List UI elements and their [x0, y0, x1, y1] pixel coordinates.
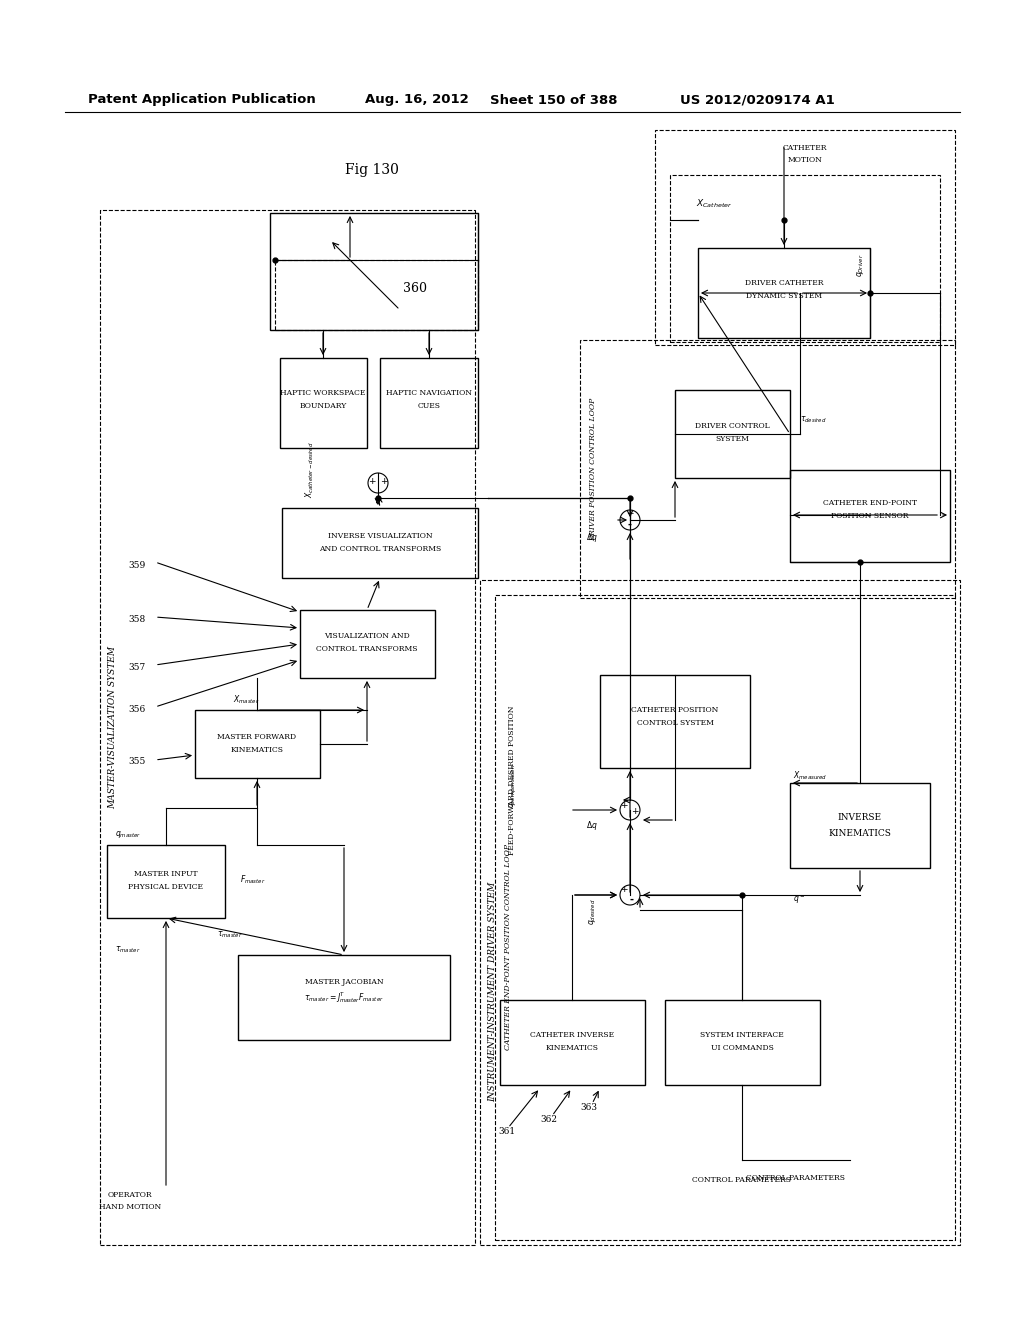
- Text: POSITION SENSOR: POSITION SENSOR: [831, 512, 908, 520]
- Text: Aug. 16, 2012: Aug. 16, 2012: [365, 94, 469, 107]
- Text: CATHETER INVERSE: CATHETER INVERSE: [530, 1031, 614, 1039]
- Text: CONTROL PARAMETERS: CONTROL PARAMETERS: [692, 1176, 792, 1184]
- Text: DRIVER CATHETER: DRIVER CATHETER: [744, 279, 823, 286]
- Text: AND CONTROL TRANSFORMS: AND CONTROL TRANSFORMS: [318, 545, 441, 553]
- Bar: [600, 675, 750, 768]
- Text: $\tau_{master}$: $\tau_{master}$: [217, 929, 243, 940]
- Bar: [238, 954, 450, 1040]
- Bar: [106, 845, 225, 917]
- Text: HAPTIC WORKSPACE: HAPTIC WORKSPACE: [281, 389, 366, 397]
- Text: Patent Application Publication: Patent Application Publication: [88, 94, 315, 107]
- Bar: [270, 213, 478, 330]
- Text: CUES: CUES: [418, 403, 440, 411]
- Text: KINEMATICS: KINEMATICS: [828, 829, 892, 837]
- Text: $q_{compensation}$: $q_{compensation}$: [508, 764, 519, 808]
- Text: $\tau_{desired}$: $\tau_{desired}$: [800, 414, 826, 425]
- Text: $X_{Catheter}$: $X_{Catheter}$: [696, 198, 732, 210]
- Text: +: +: [369, 477, 376, 486]
- Text: 356: 356: [128, 705, 145, 714]
- Text: HAPTIC NAVIGATION: HAPTIC NAVIGATION: [386, 389, 472, 397]
- Text: $q_{master}$: $q_{master}$: [115, 829, 141, 841]
- Bar: [500, 1001, 645, 1085]
- Text: SYSTEM INTERFACE: SYSTEM INTERFACE: [700, 1031, 784, 1039]
- Text: MOTION: MOTION: [787, 156, 822, 164]
- Text: MASTER INPUT: MASTER INPUT: [134, 870, 198, 878]
- Text: Sheet 150 of 388: Sheet 150 of 388: [490, 94, 617, 107]
- Text: UI COMMANDS: UI COMMANDS: [711, 1044, 773, 1052]
- Bar: [280, 358, 367, 447]
- Bar: [300, 610, 435, 678]
- Text: 360: 360: [403, 281, 427, 294]
- Text: 358: 358: [128, 615, 145, 624]
- Text: 362: 362: [540, 1115, 557, 1125]
- Bar: [275, 260, 478, 330]
- Text: INVERSE: INVERSE: [838, 813, 882, 822]
- Text: $\Delta q$: $\Delta q$: [586, 531, 598, 544]
- Text: SYSTEM: SYSTEM: [715, 436, 749, 444]
- Text: DRIVER CONTROL: DRIVER CONTROL: [694, 422, 769, 430]
- Bar: [698, 248, 870, 338]
- Bar: [195, 710, 319, 777]
- Text: DYNAMIC SYSTEM: DYNAMIC SYSTEM: [745, 292, 822, 300]
- Text: MASTER JACOBIAN: MASTER JACOBIAN: [305, 978, 383, 986]
- Text: Fig 130: Fig 130: [345, 162, 399, 177]
- Text: +: +: [627, 510, 634, 519]
- Bar: [655, 129, 955, 345]
- Text: CATHETER: CATHETER: [782, 144, 827, 152]
- Text: $\Delta q$: $\Delta q$: [586, 818, 598, 832]
- Text: $q_{desired}$: $q_{desired}$: [587, 899, 598, 925]
- Text: CATHETER POSITION: CATHETER POSITION: [632, 706, 719, 714]
- Text: $F_{master}$: $F_{master}$: [240, 874, 265, 886]
- Text: CONTROL TRANSFORMS: CONTROL TRANSFORMS: [316, 645, 418, 653]
- Bar: [480, 579, 961, 1245]
- Text: $X_{catheter-desired}$: $X_{catheter-desired}$: [303, 441, 315, 498]
- Text: $X_{master}$: $X_{master}$: [233, 694, 260, 706]
- Text: KINEMATICS: KINEMATICS: [546, 1044, 598, 1052]
- Text: CONTROL SYSTEM: CONTROL SYSTEM: [637, 719, 714, 727]
- Text: CONTROL PARAMETERS: CONTROL PARAMETERS: [745, 1173, 845, 1181]
- Text: $q^-$: $q^-$: [793, 894, 805, 906]
- Bar: [790, 470, 950, 562]
- Text: VISUALIZATION AND: VISUALIZATION AND: [325, 632, 410, 640]
- Text: -: -: [629, 895, 633, 906]
- Text: 355: 355: [128, 758, 145, 767]
- Text: 363: 363: [580, 1104, 597, 1113]
- Bar: [580, 341, 955, 598]
- Text: -: -: [627, 520, 631, 531]
- Bar: [790, 783, 930, 869]
- Text: $q_{Driver}$: $q_{Driver}$: [854, 253, 865, 277]
- Text: MASTER FORWARD: MASTER FORWARD: [217, 733, 297, 741]
- Text: BOUNDARY: BOUNDARY: [299, 403, 347, 411]
- Text: INSTRUMENT-INSTRUMENT DRIVER SYSTEM: INSTRUMENT-INSTRUMENT DRIVER SYSTEM: [488, 882, 498, 1102]
- Text: +: +: [380, 477, 388, 486]
- Text: 359: 359: [128, 561, 145, 569]
- Text: OPERATOR: OPERATOR: [108, 1191, 153, 1199]
- Text: $X_{measured}$: $X_{measured}$: [793, 770, 827, 781]
- Text: MASTER-VISUALIZATION SYSTEM: MASTER-VISUALIZATION SYSTEM: [109, 645, 118, 809]
- Bar: [495, 595, 955, 1239]
- Text: HAND MOTION: HAND MOTION: [99, 1203, 161, 1210]
- Bar: [380, 358, 478, 447]
- Bar: [100, 210, 475, 1245]
- Text: CATHETER END-POINT: CATHETER END-POINT: [823, 499, 918, 507]
- Bar: [665, 1001, 820, 1085]
- Text: +: +: [621, 886, 628, 895]
- Text: INVERSE VISUALIZATION: INVERSE VISUALIZATION: [328, 532, 432, 540]
- Text: 357: 357: [128, 664, 145, 672]
- Bar: [282, 508, 478, 578]
- Text: FEED-FORWARD DESIRED POSITION: FEED-FORWARD DESIRED POSITION: [508, 705, 516, 855]
- Text: DRIVER POSITION CONTROL LOOP: DRIVER POSITION CONTROL LOOP: [589, 397, 597, 541]
- Text: $\tau_{master} = J^T_{master} F_{master}$: $\tau_{master} = J^T_{master} F_{master}…: [304, 990, 384, 1006]
- Text: +: +: [631, 808, 639, 817]
- Text: +: +: [621, 800, 628, 809]
- Text: KINEMATICS: KINEMATICS: [230, 746, 284, 754]
- Text: US 2012/0209174 A1: US 2012/0209174 A1: [680, 94, 835, 107]
- Text: CATHETER END-POINT POSITION CONTROL LOOP: CATHETER END-POINT POSITION CONTROL LOOP: [504, 843, 512, 1049]
- Text: PHYSICAL DEVICE: PHYSICAL DEVICE: [128, 883, 204, 891]
- Text: $\tau_{master}$: $\tau_{master}$: [115, 945, 140, 956]
- Bar: [670, 176, 940, 342]
- Bar: [675, 389, 790, 478]
- Text: 361: 361: [498, 1127, 515, 1137]
